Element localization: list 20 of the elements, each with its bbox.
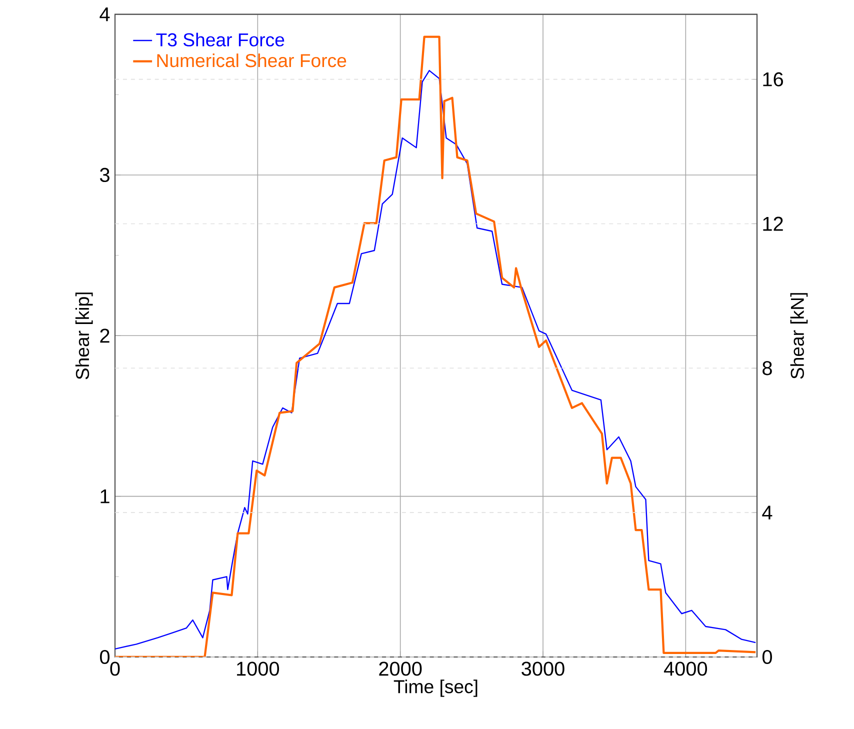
- y2-tick-label: 12: [763, 216, 783, 231]
- x-axis-title: Time [sec]: [394, 680, 478, 697]
- x-tick-label: 2000: [379, 662, 422, 676]
- legend-label: Numerical Shear Force: [157, 54, 346, 68]
- y2-tick-label: 8: [762, 361, 772, 376]
- y2-tick-label: 0: [762, 650, 772, 664]
- y-tick-label: 2: [100, 328, 110, 343]
- x-tick-label: 3000: [522, 662, 564, 676]
- legend-label: T3 Shear Force: [156, 32, 284, 46]
- y2-tick-label: 4: [762, 506, 772, 520]
- y2-axis-title: Shear [kN]: [790, 293, 808, 379]
- y-tick-label: 3: [100, 168, 110, 182]
- y-tick-label: 0: [100, 650, 110, 664]
- x-tick-label: 1000: [237, 662, 280, 676]
- y-axis-title: Shear [kip]: [75, 292, 93, 380]
- y-tick-label: 4: [100, 7, 110, 22]
- y2-tick-label: 16: [763, 72, 783, 86]
- x-tick-label: 0: [110, 662, 120, 676]
- x-tick-label: 4000: [664, 662, 708, 676]
- y-tick-label: 1: [100, 489, 110, 504]
